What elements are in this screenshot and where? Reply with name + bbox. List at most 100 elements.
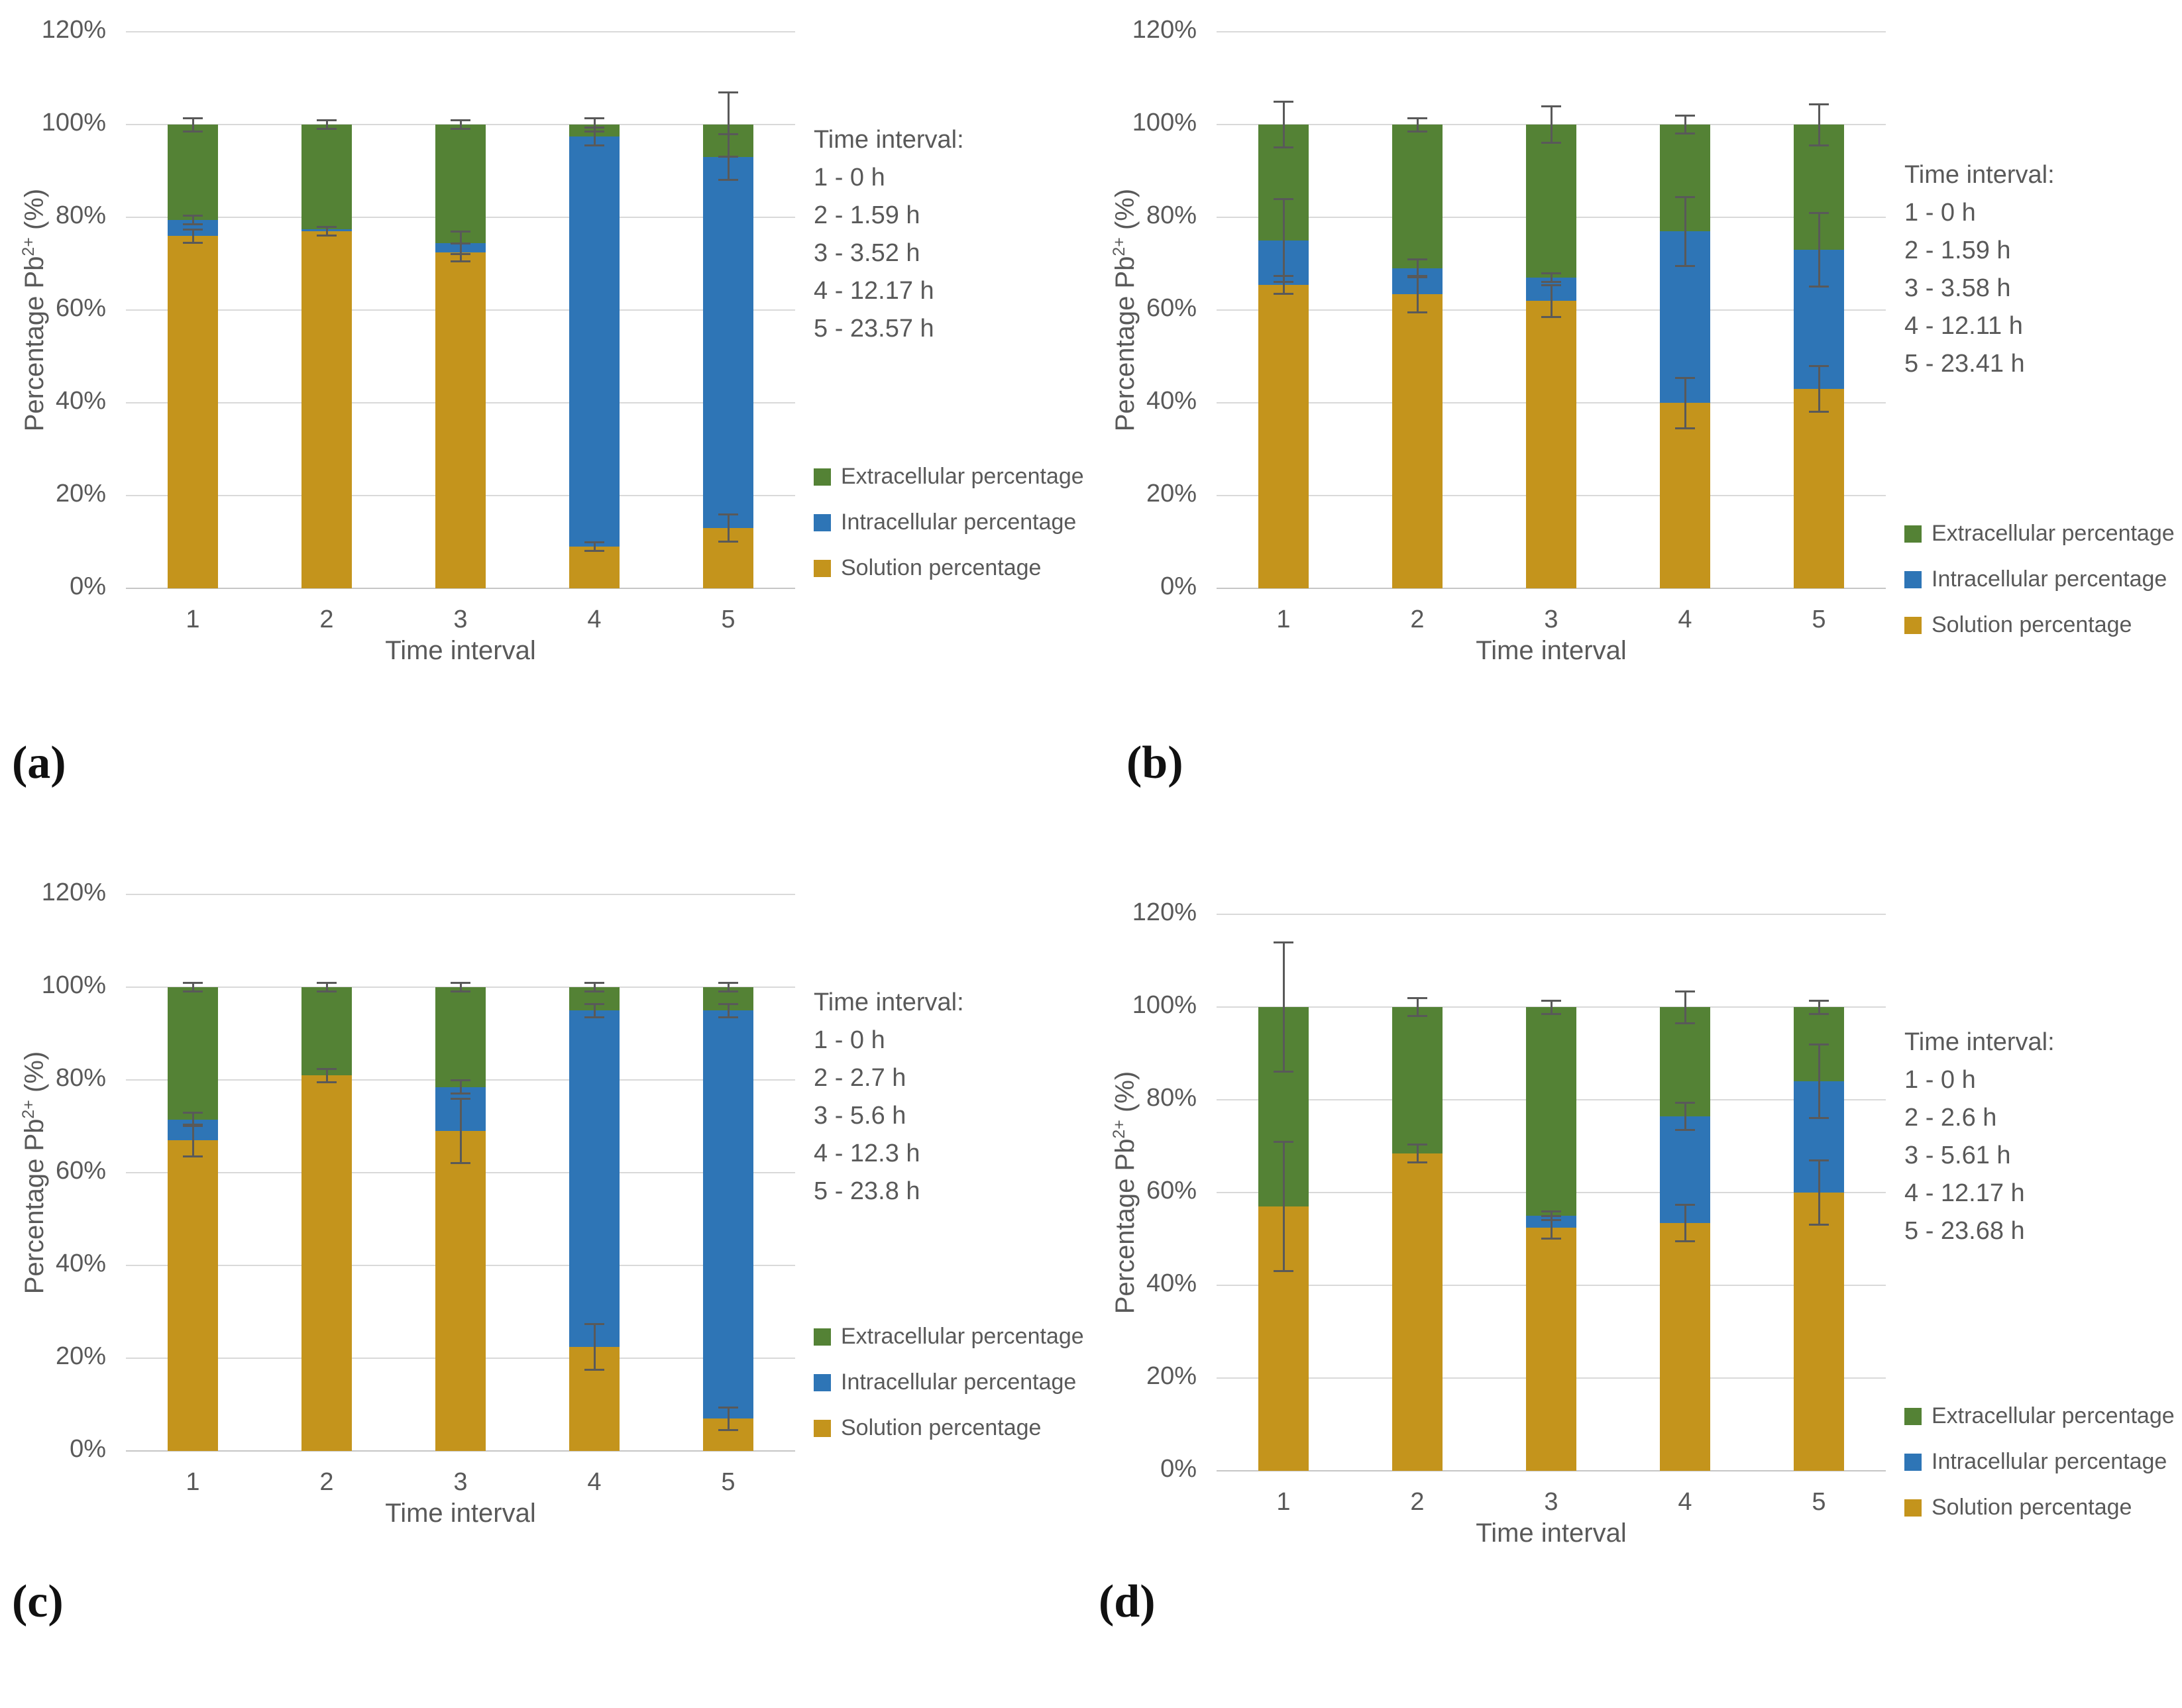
error-bar-cap [718, 1002, 738, 1005]
bar-3-segment-solution [1526, 1227, 1576, 1471]
time-interval-note: Time interval: 1 - 0 h 2 - 1.59 h 3 - 3.… [814, 121, 964, 348]
plot-area [1217, 914, 1886, 1471]
x-tick-label: 3 [453, 1468, 468, 1496]
y-tick-label: 60% [55, 1157, 106, 1185]
legend: Extracellular percentage Intracellular p… [1904, 521, 2175, 658]
error-bar-cap [584, 1368, 604, 1371]
error-bar-cap [584, 541, 604, 543]
error-bar [191, 983, 194, 992]
error-bar-cap [1541, 1012, 1561, 1015]
error-bar-cap [1541, 315, 1561, 318]
y-tick-label: 40% [55, 1250, 106, 1277]
note-line: 3 - 5.61 h [1904, 1142, 2011, 1169]
error-bar-cap [317, 128, 337, 130]
error-bar-cap [451, 231, 470, 233]
solution-swatch-icon [1904, 616, 1922, 634]
y-tick-label: 60% [1146, 294, 1197, 322]
time-interval-note: Time interval: 1 - 0 h 2 - 2.6 h 3 - 5.6… [1904, 1024, 2055, 1250]
error-bar-cap [183, 223, 203, 225]
y-tick-label: 20% [55, 480, 106, 507]
bar-3-segment-solution [1526, 301, 1576, 588]
legend-item-intracellular: Intracellular percentage [1904, 1449, 2175, 1475]
error-bar-cap [1274, 1071, 1293, 1073]
time-interval-note: Time interval: 1 - 0 h 2 - 2.7 h 3 - 5.6… [814, 984, 964, 1210]
x-tick-label: 5 [1812, 1488, 1826, 1516]
note-line: 4 - 12.17 h [814, 277, 934, 305]
solution-swatch-icon [814, 559, 831, 577]
error-bar [1550, 1000, 1553, 1014]
y-tick-label: 20% [1146, 480, 1197, 507]
x-tick-label: 3 [1544, 606, 1558, 633]
error-bar-cap [317, 119, 337, 121]
gridline [1217, 914, 1886, 915]
error-bar-cap [1675, 1128, 1695, 1131]
x-axis-line [126, 588, 795, 589]
error-bar-cap [1675, 115, 1695, 117]
error-bar [727, 1003, 730, 1018]
note-title: Time interval: [814, 988, 964, 1016]
bar-2-segment-extracellular [1392, 125, 1443, 268]
error-bar-cap [451, 119, 470, 121]
error-bar [1684, 1204, 1686, 1242]
error-bar-cap [1809, 212, 1829, 214]
error-bar-cap [1809, 1012, 1829, 1015]
error-bar-cap [183, 1112, 203, 1114]
error-bar [1416, 275, 1419, 313]
error-bar [1818, 213, 1820, 287]
intracellular-swatch-icon [1904, 1453, 1922, 1471]
error-bar [593, 117, 596, 132]
x-tick-label: 1 [186, 1468, 200, 1496]
error-bar-cap [584, 550, 604, 552]
y-tick-label: 80% [1146, 201, 1197, 229]
y-tick-label: 100% [1132, 109, 1197, 136]
time-interval-note: Time interval: 1 - 0 h 2 - 1.59 h 3 - 3.… [1904, 156, 2055, 383]
y-tick-label: 60% [55, 294, 106, 322]
panel-letter-a: (a) [12, 737, 66, 788]
error-bar-cap [1675, 1022, 1695, 1024]
y-tick-label: 0% [70, 572, 106, 600]
error-bar-cap [718, 1406, 738, 1409]
legend-item-extracellular: Extracellular percentage [1904, 521, 2175, 547]
legend-item-intracellular: Intracellular percentage [1904, 566, 2175, 592]
bar-2-segment-solution [301, 231, 352, 588]
error-bar-cap [1675, 195, 1695, 198]
error-bar-cap [317, 1081, 337, 1083]
legend-item-solution: Solution percentage [1904, 1495, 2175, 1521]
error-bar-cap [183, 117, 203, 119]
error-bar-cap [183, 990, 203, 992]
error-bar [1282, 1142, 1285, 1271]
error-bar-cap [451, 1162, 470, 1164]
error-bar-cap [1541, 1210, 1561, 1212]
x-tick-label: 5 [721, 606, 736, 633]
error-bar [459, 1080, 462, 1094]
error-bar [1684, 377, 1686, 429]
error-bar [325, 227, 328, 236]
error-bar-cap [584, 117, 604, 119]
legend-item-solution: Solution percentage [814, 555, 1084, 581]
bar-1-segment-solution [168, 236, 218, 588]
x-tick-label: 2 [1410, 1488, 1425, 1516]
error-bar [727, 983, 730, 992]
error-bar-cap [1675, 376, 1695, 379]
error-bar-cap [1809, 103, 1829, 105]
bar-5-segment-solution [1794, 1193, 1844, 1471]
legend-item-intracellular: Intracellular percentage [814, 509, 1084, 535]
x-axis-title: Time interval [385, 636, 536, 665]
note-line: 5 - 23.41 h [1904, 350, 2025, 378]
x-tick-label: 3 [453, 606, 468, 633]
x-axis-title: Time interval [1476, 636, 1627, 665]
panel-d: Percentage Pb2+ (%) Time interval Time i… [1091, 888, 2182, 1708]
error-bar [1416, 117, 1419, 132]
bar-1-segment-solution [168, 1140, 218, 1451]
y-tick-label: 120% [41, 879, 106, 906]
error-bar-cap [317, 982, 337, 984]
error-bar [1818, 366, 1820, 412]
bar-4-segment-intracellular [569, 1010, 620, 1347]
bar-2-segment-extracellular [301, 125, 352, 229]
error-bar [1684, 196, 1686, 266]
error-bar-cap [1407, 130, 1427, 133]
error-bar [191, 1124, 194, 1157]
error-bar-cap [1274, 292, 1293, 295]
error-bar-cap [1809, 286, 1829, 288]
error-bar [727, 92, 730, 157]
